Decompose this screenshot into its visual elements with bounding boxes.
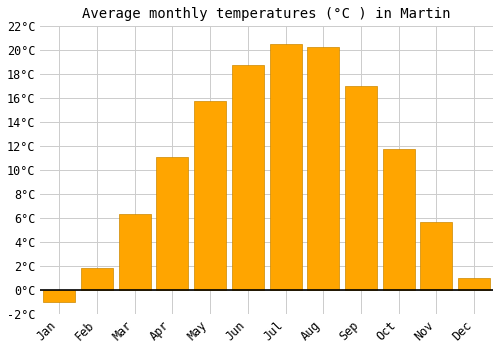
Bar (194, 100, 226, 290)
Bar (345, 86, 377, 290)
Bar (43, 290, 75, 302)
Bar (420, 222, 452, 290)
Bar (81, 268, 113, 290)
Bar (458, 278, 490, 290)
Bar (382, 148, 415, 290)
Bar (118, 215, 150, 290)
Bar (270, 44, 302, 290)
Title: Average monthly temperatures (°C ) in Martin: Average monthly temperatures (°C ) in Ma… (82, 7, 451, 21)
Bar (307, 47, 340, 290)
Bar (156, 157, 188, 290)
Bar (232, 65, 264, 290)
